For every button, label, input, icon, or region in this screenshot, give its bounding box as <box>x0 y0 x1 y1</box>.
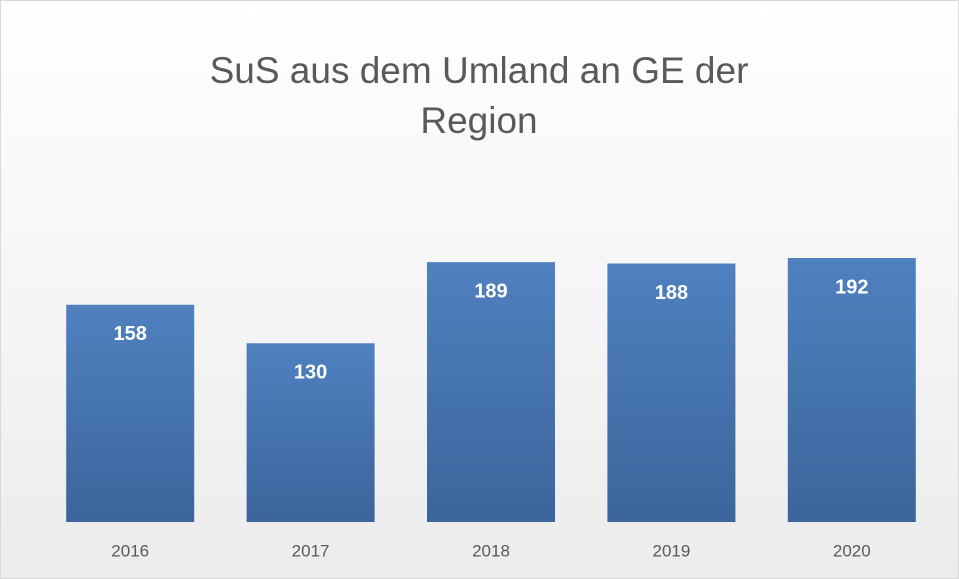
bar <box>427 262 555 522</box>
bar <box>787 258 916 522</box>
data-label: 189 <box>474 280 507 302</box>
bar <box>607 263 736 522</box>
data-label: 192 <box>835 276 868 298</box>
x-tick-label: 2017 <box>292 541 330 560</box>
x-tick-label: 2016 <box>111 541 149 560</box>
data-label: 188 <box>655 282 688 304</box>
bar <box>66 304 195 522</box>
data-label: 158 <box>114 323 147 345</box>
x-tick-label: 2018 <box>472 541 510 560</box>
bar <box>246 343 375 522</box>
chart-title: SuS aus dem Umland an GE der Region <box>209 50 749 141</box>
x-tick-label: 2020 <box>833 541 871 560</box>
x-tick-label: 2019 <box>652 541 690 560</box>
data-label: 130 <box>294 362 327 384</box>
